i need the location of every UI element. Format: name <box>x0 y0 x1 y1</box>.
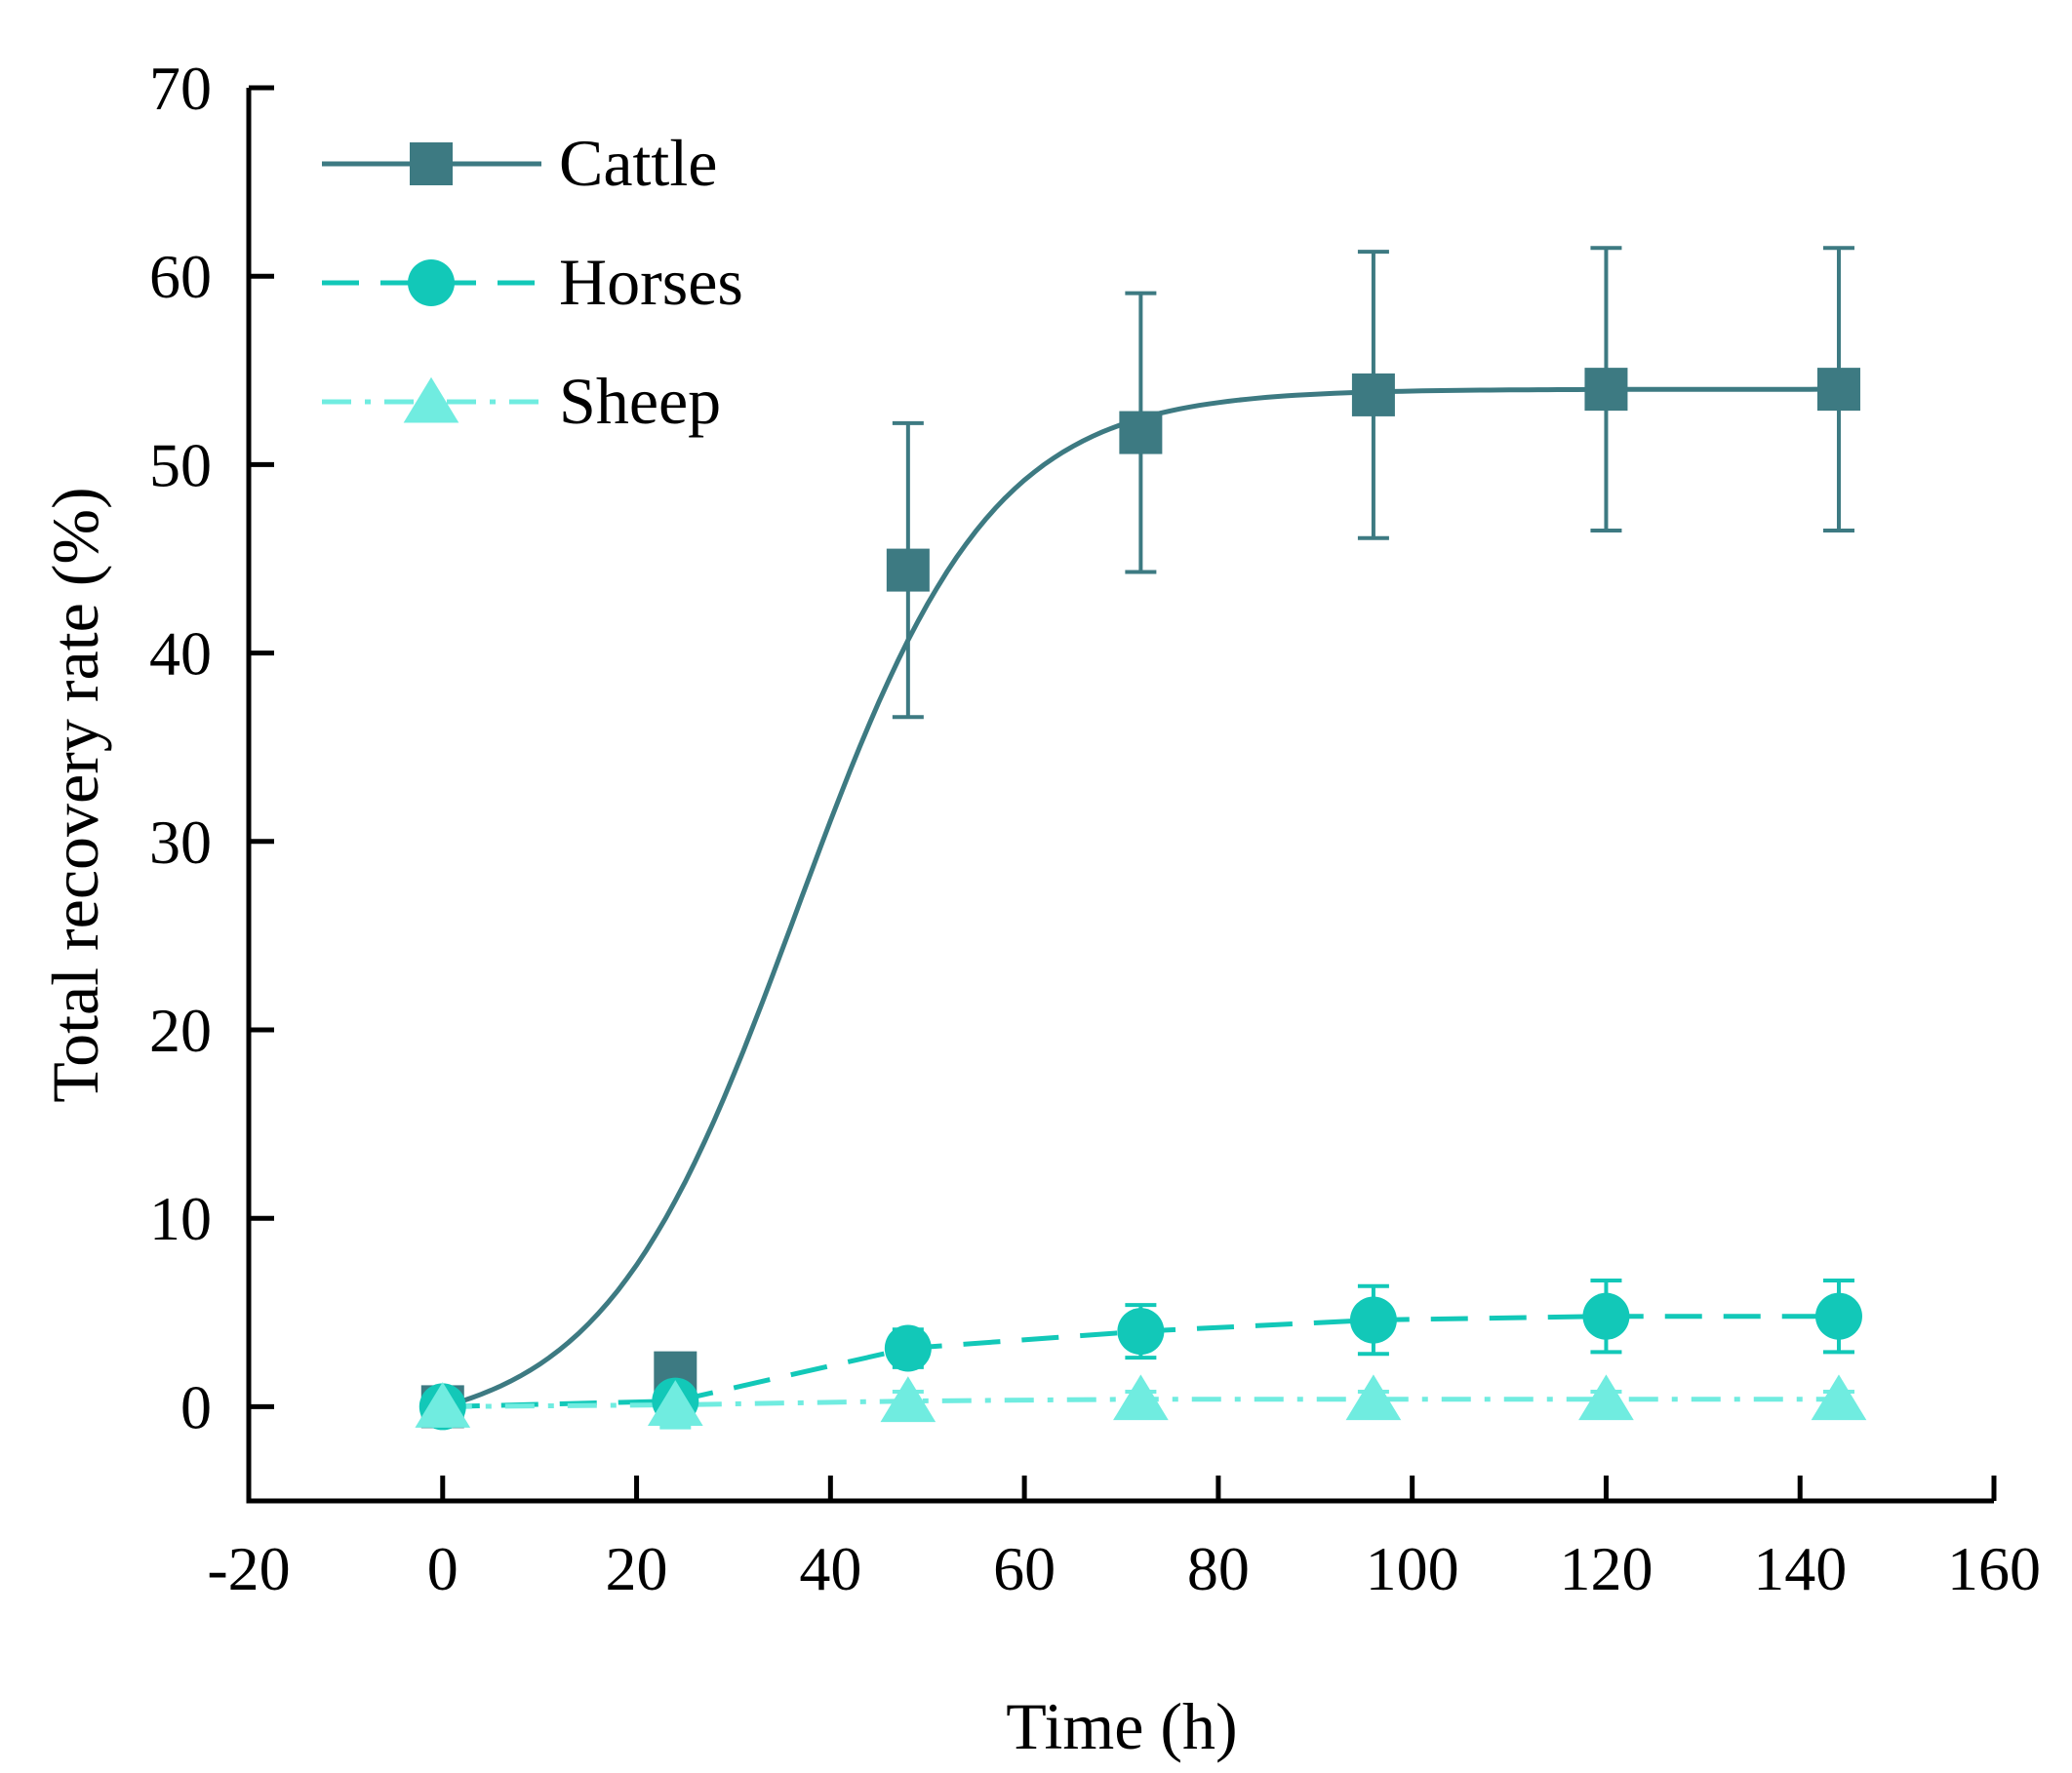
sheep-point <box>415 1382 471 1428</box>
legend-item-horses: Horses <box>322 245 743 319</box>
axes <box>246 88 1994 1504</box>
y-tick-label: 50 <box>149 430 212 499</box>
legend-label-cattle: Cattle <box>559 126 717 200</box>
x-ticks: -20 0 20 40 60 80 100 120 140 160 <box>207 1476 2041 1603</box>
y-tick-label: 30 <box>149 808 212 877</box>
x-tick-label: 80 <box>1187 1534 1250 1603</box>
markers <box>415 368 1867 1431</box>
sheep-point <box>1113 1374 1169 1421</box>
sheep-point <box>1811 1374 1867 1421</box>
legend-label-horses: Horses <box>559 245 743 319</box>
y-tick-label: 10 <box>149 1184 212 1253</box>
horses-point <box>1814 1292 1862 1340</box>
legend: Cattle Horses Sheep <box>322 126 743 438</box>
horses-point <box>1582 1292 1630 1340</box>
y-tick-label: 70 <box>149 54 212 123</box>
legend-marker-horses <box>408 259 455 306</box>
error-bars <box>659 246 1854 1430</box>
horses-point <box>884 1324 932 1372</box>
cattle-point <box>1816 368 1860 412</box>
x-tick-label: 40 <box>799 1534 861 1603</box>
x-tick-label: 60 <box>993 1534 1056 1603</box>
cattle-point <box>886 548 930 592</box>
x-tick-label: 20 <box>606 1534 668 1603</box>
legend-item-cattle: Cattle <box>322 126 717 200</box>
legend-marker-sheep <box>403 376 459 423</box>
x-tick-label: 0 <box>427 1534 458 1603</box>
x-tick-label: 140 <box>1753 1534 1847 1603</box>
horses-point <box>1349 1296 1397 1344</box>
y-tick-label: 40 <box>149 619 212 689</box>
cattle-point <box>1119 411 1163 454</box>
x-tick-label: -20 <box>207 1534 290 1603</box>
x-tick-label: 100 <box>1366 1534 1459 1603</box>
sheep-point <box>1578 1374 1634 1421</box>
y-tick-label: 60 <box>149 242 212 311</box>
sheep-point <box>1345 1374 1402 1421</box>
x-axis-title: Time (h) <box>1006 1689 1237 1763</box>
x-tick-label: 160 <box>1947 1534 2041 1603</box>
y-tick-label: 20 <box>149 996 212 1065</box>
legend-label-sheep: Sheep <box>559 364 721 438</box>
cattle-point <box>1351 373 1395 416</box>
x-tick-label: 120 <box>1559 1534 1653 1603</box>
sheep-point <box>880 1376 936 1423</box>
horses-point <box>1117 1308 1165 1356</box>
legend-marker-cattle <box>410 142 453 185</box>
sheep-point <box>647 1380 703 1426</box>
cattle-point <box>1584 368 1628 412</box>
y-axis-title: Total recovery rate (%) <box>38 487 112 1102</box>
y-tick-label: 0 <box>180 1372 212 1441</box>
legend-item-sheep: Sheep <box>322 364 721 438</box>
y-ticks: 0 10 20 30 40 50 60 70 <box>149 54 274 1441</box>
